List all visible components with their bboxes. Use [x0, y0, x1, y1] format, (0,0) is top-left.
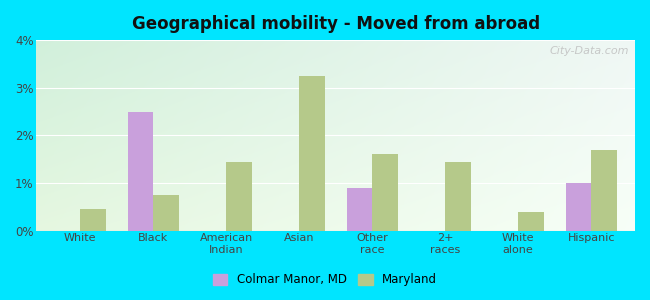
Bar: [346, 188, 372, 231]
Bar: [518, 212, 544, 231]
Bar: [153, 195, 179, 231]
Bar: [372, 154, 398, 231]
Legend: Colmar Manor, MD, Maryland: Colmar Manor, MD, Maryland: [208, 269, 442, 291]
Bar: [299, 76, 325, 231]
Bar: [127, 112, 153, 231]
Bar: [445, 162, 471, 231]
Bar: [226, 162, 252, 231]
Bar: [592, 150, 617, 231]
Title: Geographical mobility - Moved from abroad: Geographical mobility - Moved from abroa…: [132, 15, 540, 33]
Bar: [80, 209, 106, 231]
Bar: [566, 183, 592, 231]
Text: City-Data.com: City-Data.com: [549, 46, 629, 56]
